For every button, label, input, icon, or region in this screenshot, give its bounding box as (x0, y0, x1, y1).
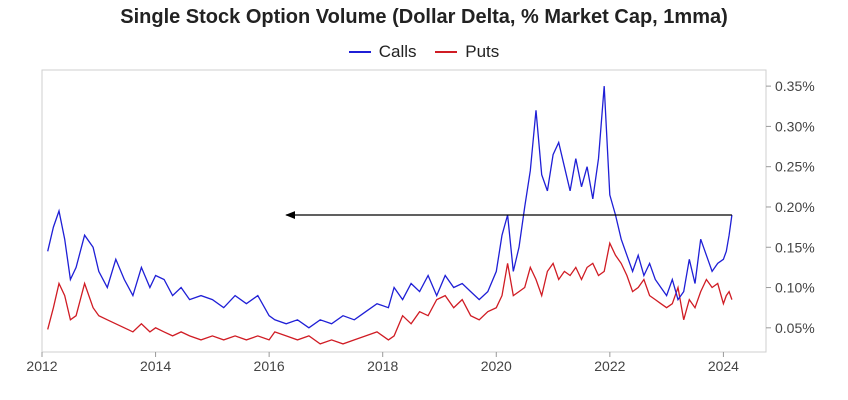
legend-label-calls: Calls (378, 42, 417, 61)
x-tick-label: 2012 (26, 358, 57, 374)
x-tick-label: 2018 (367, 358, 398, 374)
series-line-calls (47, 86, 733, 329)
legend-swatch-calls (348, 51, 371, 53)
legend: Calls Puts (0, 38, 848, 62)
y-tick-label: 0.05% (775, 320, 815, 336)
series-line-puts (47, 241, 733, 345)
y-tick-label: 0.30% (775, 118, 815, 134)
x-tick-label: 2014 (140, 358, 171, 374)
plot-frame (41, 69, 767, 353)
legend-label-puts: Puts (465, 42, 500, 61)
y-tick-label: 0.25% (775, 159, 815, 175)
x-tick-label: 2016 (254, 358, 285, 374)
legend-swatch-puts (435, 51, 458, 53)
x-tick-label: 2024 (708, 358, 739, 374)
chart-title: Single Stock Option Volume (Dollar Delta… (120, 6, 728, 28)
y-axis: 0.05% 0.10% 0.15% 0.20% 0.25% 0.30% 0.35% (766, 78, 815, 336)
y-tick-label: 0.20% (775, 199, 815, 215)
x-tick-label: 2022 (594, 358, 625, 374)
y-tick-label: 0.35% (775, 78, 815, 94)
y-tick-label: 0.10% (775, 280, 815, 296)
x-tick-label: 2020 (481, 358, 512, 374)
y-tick-label: 0.15% (775, 239, 815, 255)
legend-item-calls: Calls (348, 42, 417, 62)
legend-item-puts: Puts (435, 42, 499, 62)
x-axis: 2012 2014 2016 2018 2020 2022 2024 (26, 352, 739, 374)
